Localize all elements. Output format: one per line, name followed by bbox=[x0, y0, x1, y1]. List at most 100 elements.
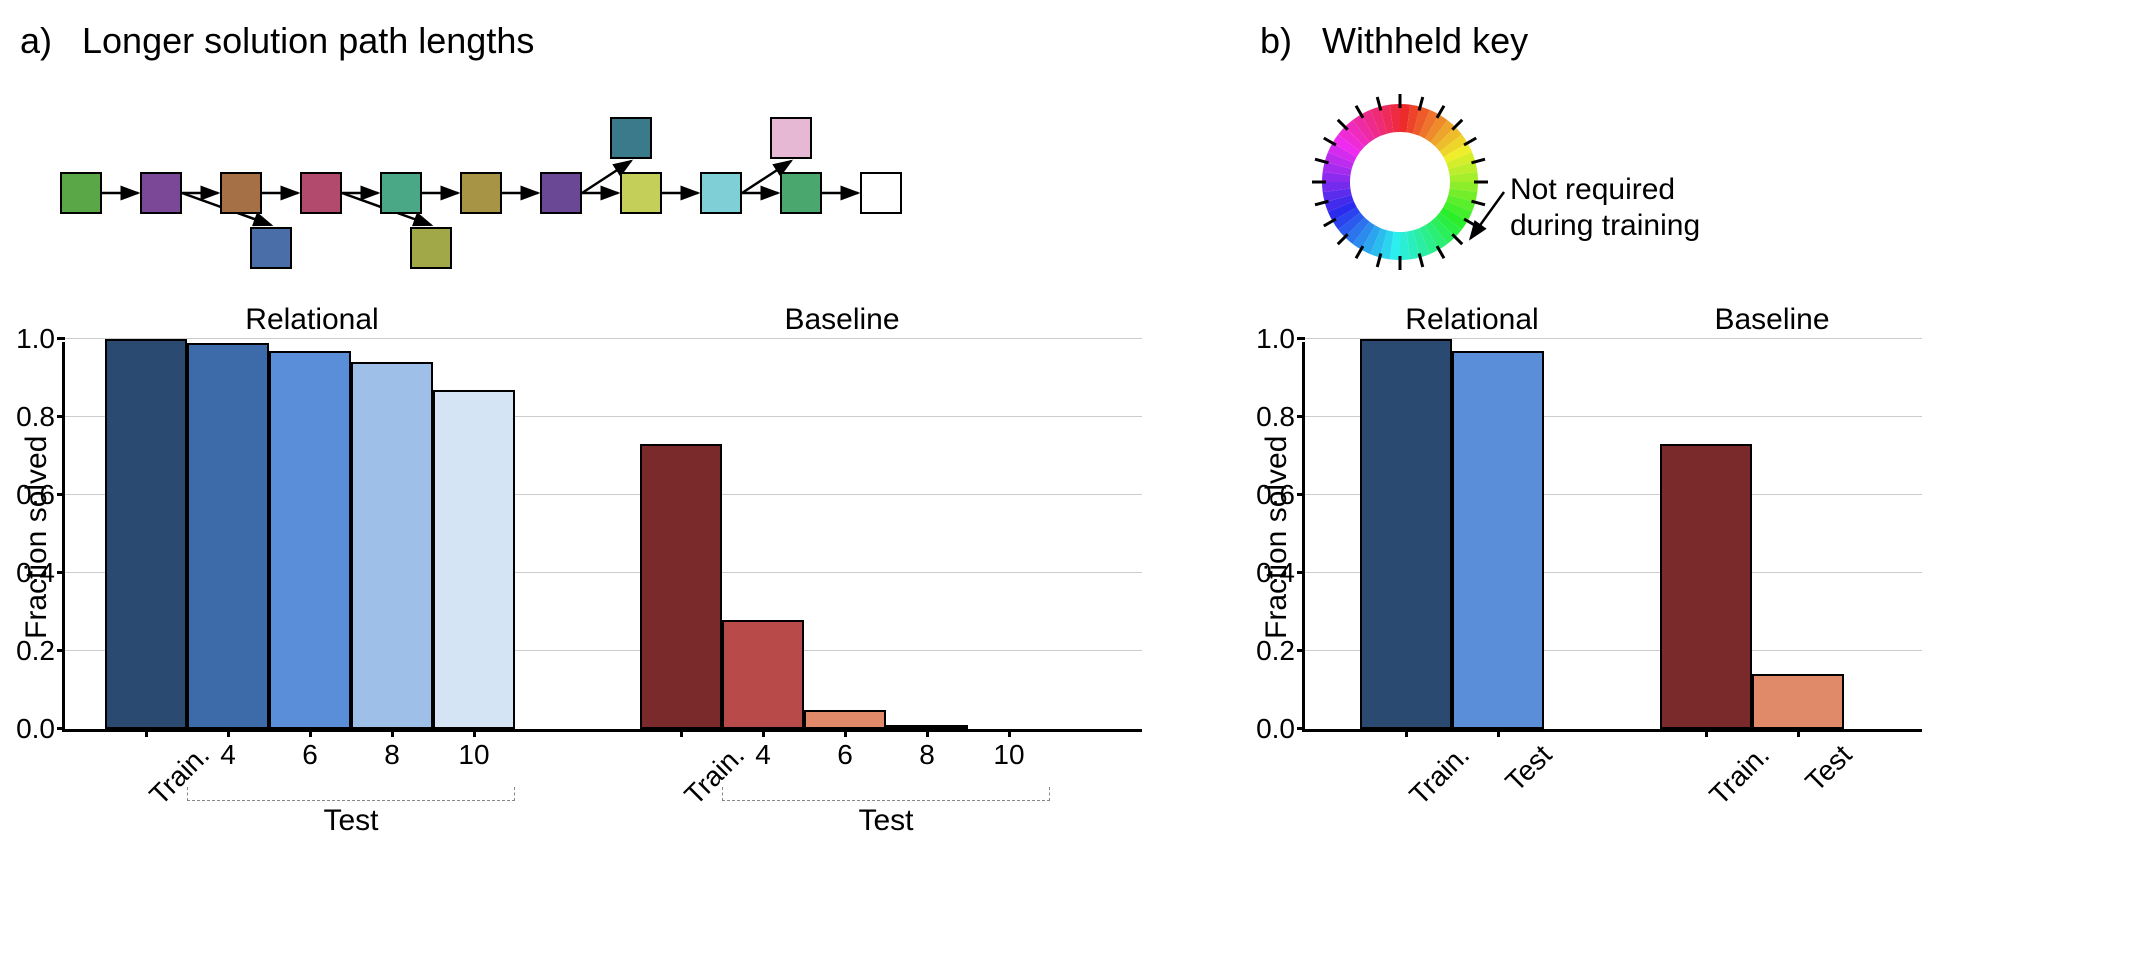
xtick-label: Test bbox=[1799, 739, 1858, 798]
path-diagram bbox=[20, 72, 1200, 302]
xtick-mark bbox=[1008, 729, 1011, 737]
xtick-mark bbox=[1497, 729, 1500, 737]
panel-b-plot-area: 0.00.20.40.60.81.0Train.TestTrain.Test bbox=[1302, 342, 1922, 732]
panel-a: a) Longer solution path lengths Fraction… bbox=[20, 20, 1200, 732]
bar bbox=[351, 362, 433, 729]
path-node bbox=[610, 117, 652, 159]
path-node bbox=[460, 172, 502, 214]
color-wheel-area: Not requiredduring training bbox=[1260, 72, 2040, 302]
ytick-mark bbox=[57, 649, 65, 652]
path-node bbox=[410, 227, 452, 269]
bar bbox=[640, 444, 722, 729]
ytick-mark bbox=[1297, 571, 1305, 574]
xtick-label: 4 bbox=[220, 739, 236, 771]
bar bbox=[1752, 674, 1844, 729]
bracket-label: Test bbox=[187, 804, 515, 838]
xtick-mark bbox=[926, 729, 929, 737]
ytick-label: 0.8 bbox=[1256, 401, 1295, 433]
path-node bbox=[60, 172, 102, 214]
panel-b: b) Withheld key Not requiredduring train… bbox=[1260, 20, 2040, 732]
ytick-label: 0.0 bbox=[1256, 713, 1295, 745]
xtick-label: Train. bbox=[1403, 739, 1476, 812]
xtick-mark bbox=[844, 729, 847, 737]
ytick-label: 0.2 bbox=[1256, 635, 1295, 667]
bar bbox=[1360, 339, 1452, 729]
bar bbox=[105, 339, 187, 729]
panel-b-letter: b) bbox=[1260, 20, 1292, 62]
xtick-mark bbox=[1797, 729, 1800, 737]
xtick-mark bbox=[762, 729, 765, 737]
panel-b-title: Withheld key bbox=[1322, 20, 1528, 62]
ytick-label: 1.0 bbox=[16, 323, 55, 355]
xtick-mark bbox=[473, 729, 476, 737]
panel-a-plot-area: 0.00.20.40.60.81.0Train.46810TestTrain.4… bbox=[62, 342, 1142, 732]
path-node bbox=[250, 227, 292, 269]
ytick-mark bbox=[1297, 493, 1305, 496]
ytick-mark bbox=[57, 337, 65, 340]
group-title: Relational bbox=[1405, 303, 1538, 337]
test-bracket bbox=[722, 787, 1050, 801]
panel-b-chart-row: Fraction solved RelationalBaseline 0.00.… bbox=[1260, 302, 2040, 732]
ytick-label: 0.0 bbox=[16, 713, 55, 745]
ytick-mark bbox=[57, 571, 65, 574]
test-bracket bbox=[187, 787, 515, 801]
ytick-label: 0.6 bbox=[1256, 479, 1295, 511]
xtick-mark bbox=[680, 729, 683, 737]
panel-a-title: Longer solution path lengths bbox=[82, 20, 534, 62]
ytick-mark bbox=[1297, 727, 1305, 730]
panel-a-header: a) Longer solution path lengths bbox=[20, 20, 1200, 62]
wheel-label-line: Not required bbox=[1510, 172, 1700, 208]
panel-b-chart-container: Relational Baseline 0.00.20.40.60.81.0Tra… bbox=[1302, 302, 1922, 732]
xtick-mark bbox=[145, 729, 148, 737]
bar bbox=[1660, 444, 1752, 729]
ytick-label: 1.0 bbox=[1256, 323, 1295, 355]
gridline bbox=[65, 338, 1142, 339]
path-node bbox=[860, 172, 902, 214]
path-node bbox=[220, 172, 262, 214]
xtick-label: 10 bbox=[458, 739, 489, 771]
path-node bbox=[620, 172, 662, 214]
xtick-label: 6 bbox=[302, 739, 318, 771]
xtick-label: Test bbox=[1499, 739, 1558, 798]
group-title: Baseline bbox=[1714, 303, 1829, 337]
wheel-label: Not requiredduring training bbox=[1510, 172, 1700, 244]
ytick-mark bbox=[1297, 415, 1305, 418]
xtick-label: Train. bbox=[1703, 739, 1776, 812]
xtick-label: 8 bbox=[919, 739, 935, 771]
xtick-label: 4 bbox=[755, 739, 771, 771]
xtick-label: 8 bbox=[384, 739, 400, 771]
ytick-label: 0.8 bbox=[16, 401, 55, 433]
ytick-label: 0.4 bbox=[16, 557, 55, 589]
panel-b-header: b) Withheld key bbox=[1260, 20, 2040, 62]
path-node bbox=[300, 172, 342, 214]
ytick-label: 0.4 bbox=[1256, 557, 1295, 589]
bar bbox=[433, 390, 515, 729]
bracket-label: Test bbox=[722, 804, 1050, 838]
ytick-label: 0.6 bbox=[16, 479, 55, 511]
xtick-mark bbox=[391, 729, 394, 737]
panel-a-chart-row: Fraction solved RelationalBaseline 0.00.… bbox=[20, 302, 1200, 732]
panel-b-group-titles: Relational Baseline bbox=[1302, 302, 1922, 342]
panel-a-group-titles: Relational Baseline bbox=[62, 302, 1142, 342]
xtick-mark bbox=[309, 729, 312, 737]
xtick-mark bbox=[1405, 729, 1408, 737]
path-node bbox=[540, 172, 582, 214]
bar bbox=[269, 351, 351, 729]
bar bbox=[1452, 351, 1544, 729]
bar bbox=[722, 620, 804, 729]
xtick-mark bbox=[1705, 729, 1708, 737]
ytick-mark bbox=[1297, 649, 1305, 652]
path-node bbox=[380, 172, 422, 214]
path-node bbox=[780, 172, 822, 214]
figure-root: a) Longer solution path lengths Fraction… bbox=[20, 20, 2109, 732]
panel-a-letter: a) bbox=[20, 20, 52, 62]
group-title: Baseline bbox=[784, 303, 899, 337]
panel-a-chart-container: Relational Baseline 0.00.20.40.60.81.0Tra… bbox=[62, 302, 1142, 732]
ytick-mark bbox=[57, 415, 65, 418]
ytick-label: 0.2 bbox=[16, 635, 55, 667]
ytick-mark bbox=[57, 727, 65, 730]
xtick-label: 10 bbox=[993, 739, 1024, 771]
group-title: Relational bbox=[245, 303, 378, 337]
path-node bbox=[700, 172, 742, 214]
wheel-label-line: during training bbox=[1510, 208, 1700, 244]
